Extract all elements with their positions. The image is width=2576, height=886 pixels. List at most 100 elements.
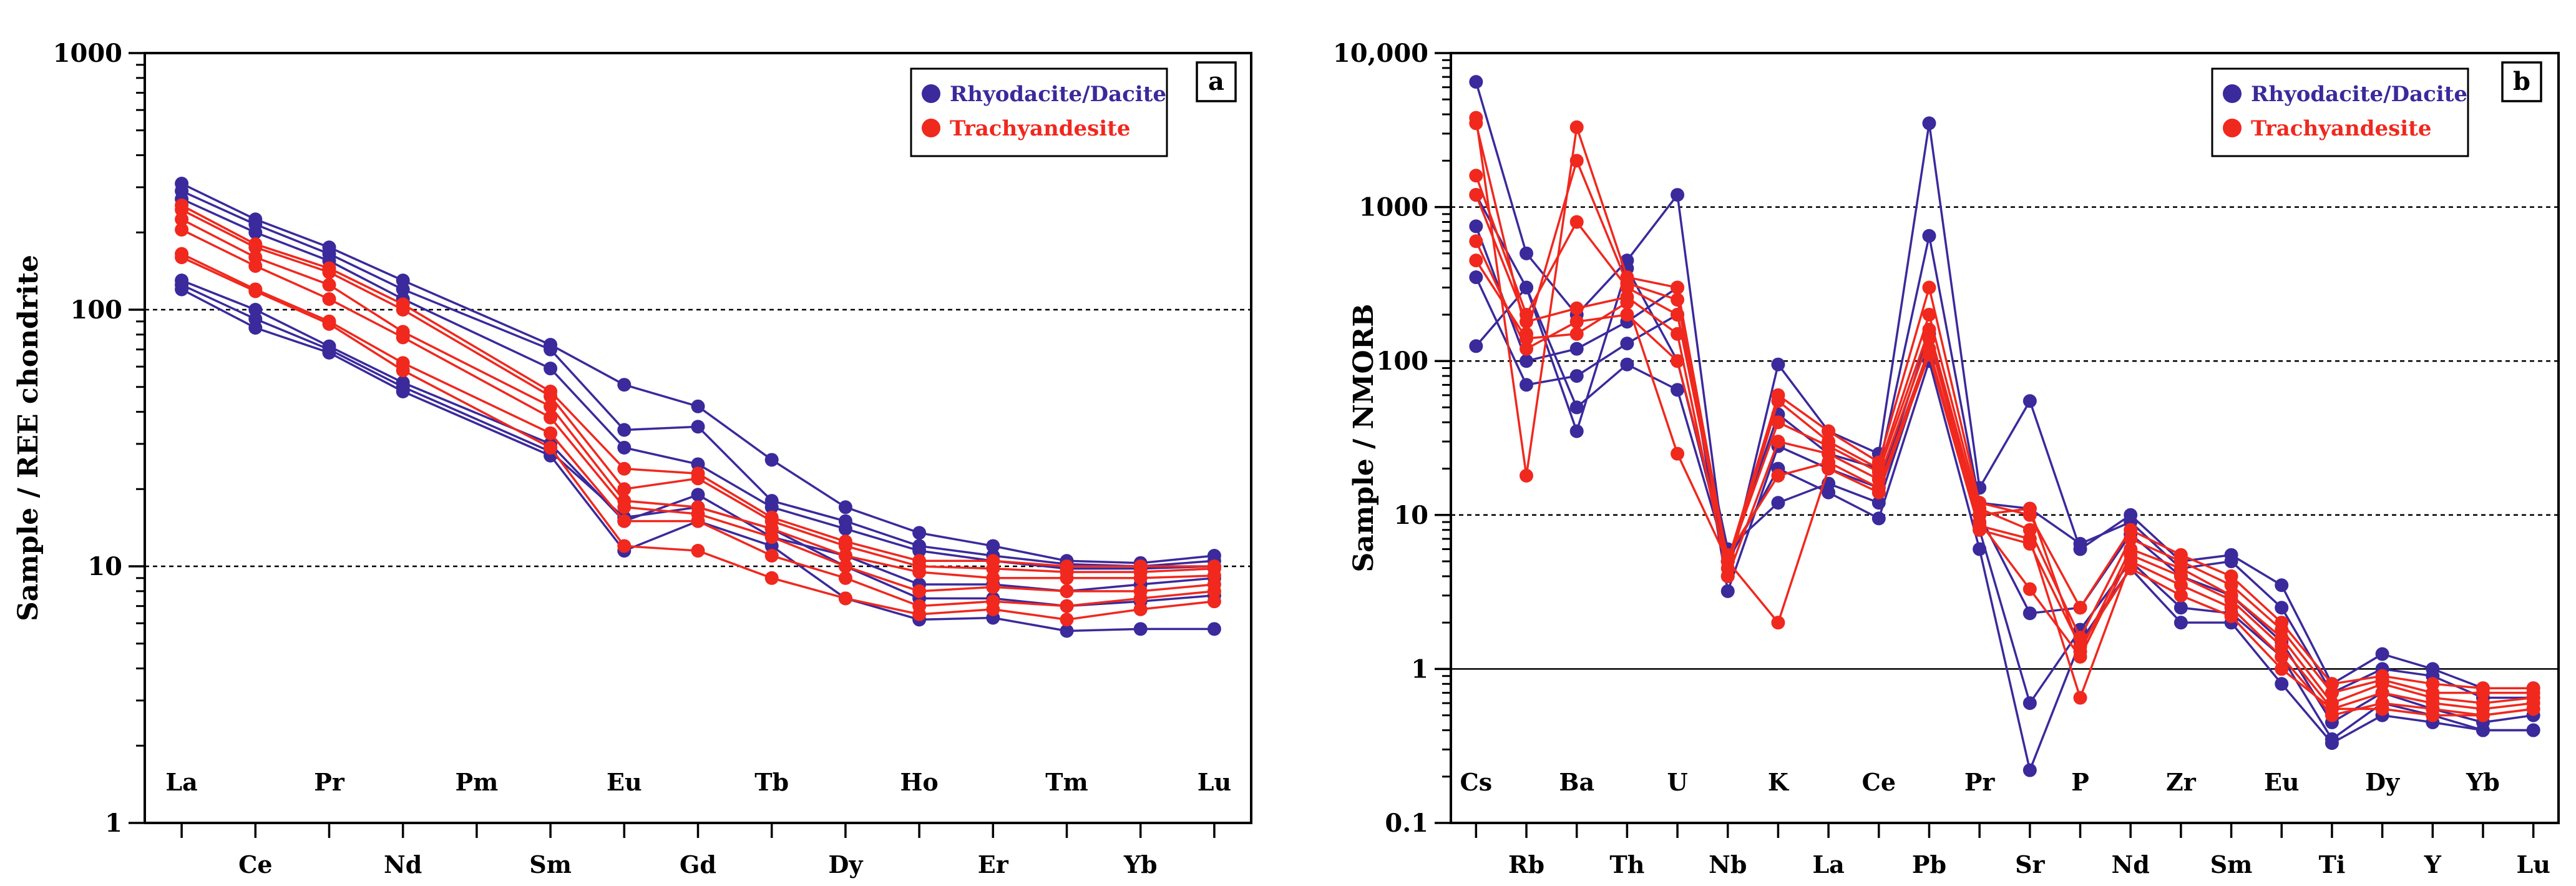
data-point [2325, 686, 2339, 700]
data-point [1720, 569, 1735, 583]
x-tick-label: Nd [384, 850, 422, 879]
data-point [2022, 501, 2037, 516]
series-line [1475, 194, 2534, 711]
data-point [1469, 169, 1483, 183]
data-point [1922, 347, 1936, 362]
y-axis-title: Sample / NMORB [1348, 303, 1380, 572]
x-tick-label: Ce [238, 850, 272, 879]
data-point [1520, 332, 1534, 346]
x-tick-label: La [1812, 850, 1844, 879]
data-point [2325, 702, 2339, 716]
data-point [322, 317, 336, 331]
data-point [691, 399, 705, 413]
data-point [838, 500, 852, 514]
legend-box [2211, 67, 2469, 157]
y-axis-title: Sample / REE chondrite [12, 255, 44, 621]
x-tick-label: La [165, 768, 197, 796]
panel-tag-box [2501, 61, 2542, 102]
data-point [912, 584, 927, 598]
data-point [544, 426, 558, 440]
x-tick-label: Er [978, 850, 1009, 879]
data-point [1871, 485, 1886, 500]
data-point [175, 250, 189, 265]
series-line [1475, 240, 2534, 717]
data-point [396, 385, 410, 399]
series-line [1475, 277, 2534, 741]
data-point [2124, 561, 2138, 576]
series-line [181, 204, 1214, 568]
data-point [1133, 591, 1148, 606]
x-tick-label: Pb [1912, 850, 1946, 879]
data-point [1771, 616, 1785, 630]
series-trachyandesite [175, 203, 1221, 579]
data-point [1469, 234, 1483, 249]
data-point [1569, 215, 1584, 229]
y-tick-label: 10,000 [1333, 39, 1428, 68]
data-point [1771, 415, 1785, 430]
data-point [838, 571, 852, 585]
data-point [2224, 554, 2238, 569]
series-trachyandesite [175, 250, 1221, 627]
plot-frame [1450, 52, 2560, 824]
data-point [1671, 327, 1685, 341]
data-point [2174, 616, 2188, 630]
data-point [1060, 599, 1074, 613]
data-point [1520, 315, 1534, 329]
data-point [764, 500, 779, 514]
series-line [181, 209, 1214, 573]
data-point [2022, 582, 2037, 596]
data-point [1569, 400, 1584, 415]
x-tick-label: Pm [456, 768, 499, 796]
data-point [1520, 246, 1534, 260]
data-point [2224, 578, 2238, 593]
data-point [1133, 602, 1148, 616]
data-point [1520, 354, 1534, 368]
x-tick-label: Tm [1045, 768, 1088, 796]
data-point [544, 362, 558, 376]
data-point [617, 461, 632, 476]
x-tick-label: Lu [2516, 850, 2550, 879]
legend: Rhyodacite/Dacite Trachyandesite [2211, 67, 2469, 157]
data-point [544, 342, 558, 357]
data-point [1569, 424, 1584, 438]
series-line [181, 256, 1215, 621]
x-tick-label: Sm [529, 850, 572, 879]
data-point [1060, 584, 1074, 598]
data-point [2022, 606, 2037, 621]
data-point [322, 345, 336, 360]
data-point [912, 607, 927, 621]
data-point [544, 399, 558, 413]
series-line [1475, 81, 2534, 689]
series-trachyandesite [1469, 169, 2540, 711]
x-tick-label: Tb [754, 768, 789, 796]
data-point [1520, 378, 1534, 392]
data-point [1922, 280, 1936, 295]
data-point [617, 423, 632, 437]
data-point [2124, 531, 2138, 546]
data-point [2375, 702, 2389, 716]
data-point [1520, 468, 1534, 483]
data-point [1469, 339, 1483, 353]
data-point [1569, 154, 1584, 168]
data-point [2275, 601, 2289, 615]
x-tick-label: Yb [1123, 850, 1158, 879]
data-point [2375, 647, 2389, 661]
data-point [2073, 639, 2087, 654]
data-point [2073, 601, 2087, 615]
x-tick-label: P [2071, 768, 2089, 796]
data-point [248, 321, 263, 335]
data-point [544, 410, 558, 425]
data-point [2375, 686, 2389, 700]
series-line [181, 182, 1215, 564]
x-tick-label: Pr [1964, 768, 1996, 796]
data-point [764, 548, 779, 563]
x-tick-label: Th [1609, 850, 1644, 879]
data-point [1771, 496, 1785, 510]
data-point [1060, 613, 1074, 627]
data-point [691, 544, 705, 558]
data-point [2275, 677, 2289, 691]
panel-tag-box [1196, 61, 1237, 102]
series-trachyandesite [175, 222, 1221, 598]
data-point [1822, 461, 1836, 476]
x-tick-label: Y [2424, 850, 2442, 879]
